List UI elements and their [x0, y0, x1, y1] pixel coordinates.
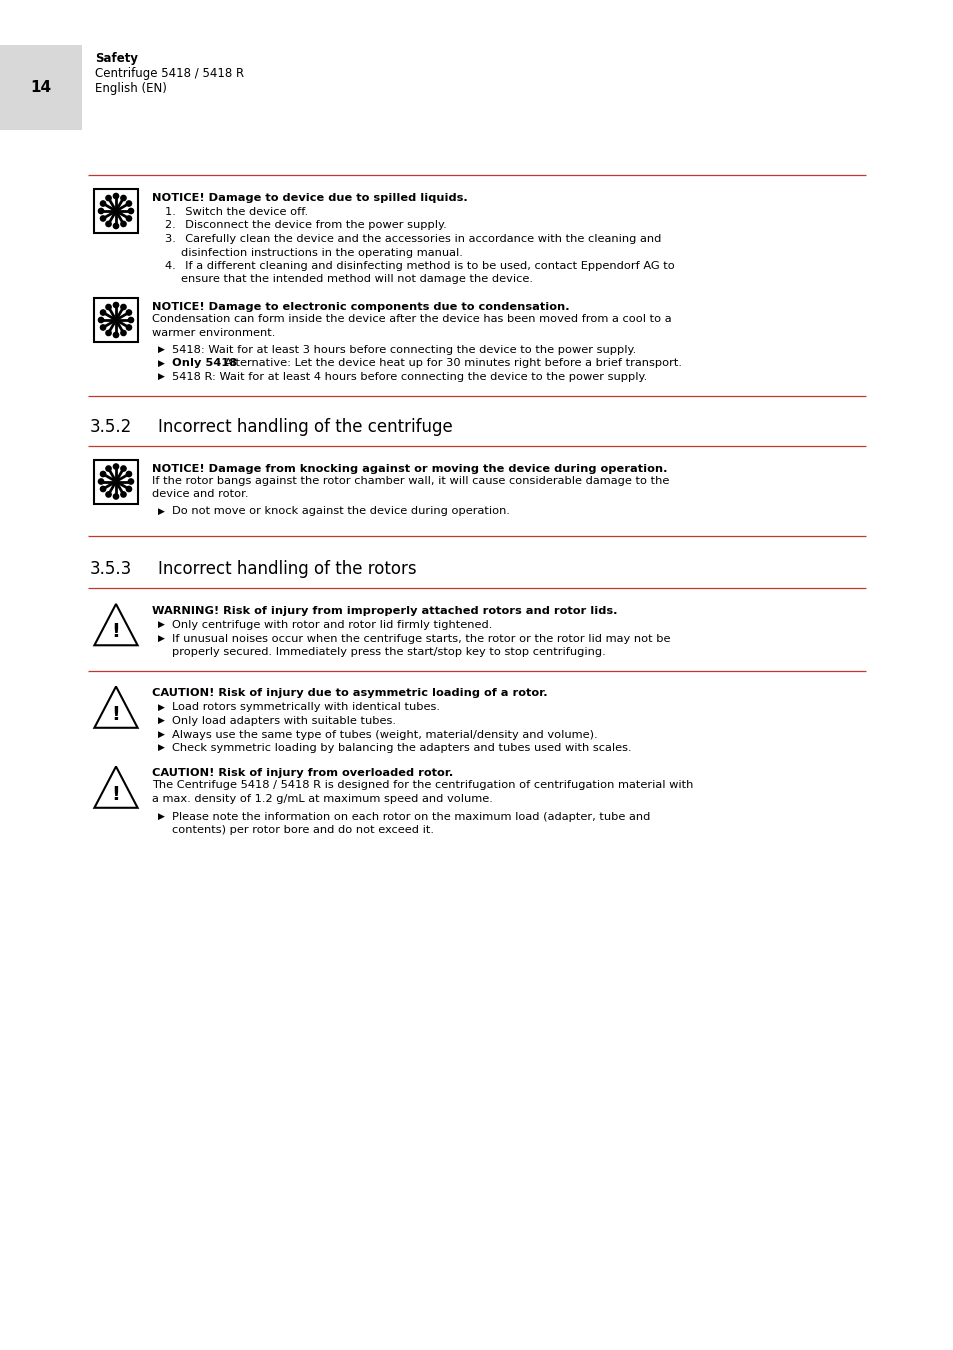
Text: device and rotor.: device and rotor. — [152, 489, 248, 500]
Circle shape — [126, 216, 132, 221]
Text: Condensation can form inside the device after the device has been moved from a c: Condensation can form inside the device … — [152, 315, 671, 324]
Text: Safety: Safety — [95, 53, 138, 65]
Text: ▶: ▶ — [158, 716, 165, 725]
Circle shape — [98, 479, 104, 485]
Bar — [94, 298, 138, 342]
Text: Centrifuge 5418 / 5418 R: Centrifuge 5418 / 5418 R — [95, 68, 244, 80]
Text: 3.5.2: 3.5.2 — [90, 417, 132, 436]
Text: If the rotor bangs against the rotor chamber wall, it will cause considerable da: If the rotor bangs against the rotor cha… — [152, 475, 669, 486]
Text: WARNING! Risk of injury from improperly attached rotors and rotor lids.: WARNING! Risk of injury from improperly … — [152, 606, 617, 616]
Text: disinfection instructions in the operating manual.: disinfection instructions in the operati… — [181, 247, 462, 258]
Text: ▶: ▶ — [158, 346, 165, 354]
Polygon shape — [94, 603, 137, 645]
Text: contents) per rotor bore and do not exceed it.: contents) per rotor bore and do not exce… — [172, 825, 434, 836]
Text: ▶: ▶ — [158, 729, 165, 738]
Text: 3.5.3: 3.5.3 — [90, 560, 132, 578]
Circle shape — [129, 479, 133, 485]
Circle shape — [113, 494, 118, 499]
Text: 1.  Switch the device off.: 1. Switch the device off. — [165, 207, 308, 217]
Circle shape — [100, 486, 106, 491]
Text: ▶: ▶ — [158, 702, 165, 711]
Circle shape — [126, 325, 132, 331]
Circle shape — [100, 471, 106, 477]
Circle shape — [106, 491, 112, 497]
Circle shape — [113, 464, 118, 470]
Text: 5418: Wait for at least 3 hours before connecting the device to the power supply: 5418: Wait for at least 3 hours before c… — [172, 346, 636, 355]
Text: a max. density of 1.2 g/mL at maximum speed and volume.: a max. density of 1.2 g/mL at maximum sp… — [152, 794, 493, 805]
Circle shape — [106, 304, 112, 309]
Text: warmer environment.: warmer environment. — [152, 328, 275, 338]
Circle shape — [126, 486, 132, 491]
Text: ▶: ▶ — [158, 359, 165, 367]
Text: ▶: ▶ — [158, 373, 165, 381]
Text: Only load adapters with suitable tubes.: Only load adapters with suitable tubes. — [172, 716, 395, 726]
Text: 4.  If a different cleaning and disinfecting method is to be used, contact Eppen: 4. If a different cleaning and disinfect… — [165, 261, 674, 271]
Circle shape — [106, 331, 112, 336]
Text: ▶: ▶ — [158, 506, 165, 516]
Circle shape — [121, 196, 126, 201]
Circle shape — [121, 491, 126, 497]
Polygon shape — [94, 687, 137, 728]
Text: Incorrect handling of the centrifuge: Incorrect handling of the centrifuge — [158, 417, 453, 436]
Polygon shape — [94, 767, 137, 807]
Circle shape — [106, 466, 112, 471]
Text: 5418 R: Wait for at least 4 hours before connecting the device to the power supp: 5418 R: Wait for at least 4 hours before… — [172, 373, 646, 382]
Text: NOTICE! Damage from knocking against or moving the device during operation.: NOTICE! Damage from knocking against or … — [152, 463, 667, 474]
Circle shape — [100, 325, 106, 331]
Text: ▶: ▶ — [158, 743, 165, 752]
Circle shape — [106, 196, 112, 201]
Circle shape — [121, 221, 126, 227]
Text: properly secured. Immediately press the start/stop key to stop centrifuging.: properly secured. Immediately press the … — [172, 647, 605, 657]
Circle shape — [106, 221, 112, 227]
Circle shape — [113, 302, 118, 308]
Circle shape — [121, 331, 126, 336]
Circle shape — [100, 201, 106, 207]
Circle shape — [129, 208, 133, 213]
Text: If unusual noises occur when the centrifuge starts, the rotor or the rotor lid m: If unusual noises occur when the centrif… — [172, 633, 670, 644]
Text: NOTICE! Damage to device due to spilled liquids.: NOTICE! Damage to device due to spilled … — [152, 193, 467, 202]
Text: !: ! — [112, 622, 120, 641]
Text: Only centrifuge with rotor and rotor lid firmly tightened.: Only centrifuge with rotor and rotor lid… — [172, 620, 492, 630]
Text: Do not move or knock against the device during operation.: Do not move or knock against the device … — [172, 506, 510, 517]
Circle shape — [121, 466, 126, 471]
Circle shape — [126, 201, 132, 207]
Circle shape — [113, 223, 118, 228]
Circle shape — [98, 317, 104, 323]
Text: 3.  Carefully clean the device and the accessories in accordance with the cleani: 3. Carefully clean the device and the ac… — [165, 234, 660, 244]
Text: Always use the same type of tubes (weight, material/density and volume).: Always use the same type of tubes (weigh… — [172, 729, 597, 740]
Circle shape — [113, 332, 118, 338]
Text: 14: 14 — [30, 80, 51, 94]
Text: English (EN): English (EN) — [95, 82, 167, 94]
Text: 2.  Disconnect the device from the power supply.: 2. Disconnect the device from the power … — [165, 220, 446, 231]
Text: NOTICE! Damage to electronic components due to condensation.: NOTICE! Damage to electronic components … — [152, 302, 569, 312]
Text: Only 5418: Only 5418 — [172, 359, 237, 369]
Text: Incorrect handling of the rotors: Incorrect handling of the rotors — [158, 560, 416, 578]
Bar — [94, 189, 138, 234]
Text: CAUTION! Risk of injury due to asymmetric loading of a rotor.: CAUTION! Risk of injury due to asymmetri… — [152, 688, 547, 698]
Text: Please note the information on each rotor on the maximum load (adapter, tube and: Please note the information on each roto… — [172, 811, 650, 822]
Text: Load rotors symmetrically with identical tubes.: Load rotors symmetrically with identical… — [172, 702, 439, 713]
Text: : Alternative: Let the device heat up for 30 minutes right before a brief transp: : Alternative: Let the device heat up fo… — [217, 359, 681, 369]
Text: CAUTION! Risk of injury from overloaded rotor.: CAUTION! Risk of injury from overloaded … — [152, 768, 453, 779]
Text: ▶: ▶ — [158, 620, 165, 629]
Circle shape — [121, 304, 126, 309]
Text: The Centrifuge 5418 / 5418 R is designed for the centrifugation of centrifugatio: The Centrifuge 5418 / 5418 R is designed… — [152, 780, 693, 791]
Text: Check symmetric loading by balancing the adapters and tubes used with scales.: Check symmetric loading by balancing the… — [172, 743, 631, 753]
Text: ▶: ▶ — [158, 811, 165, 821]
Text: ▶: ▶ — [158, 633, 165, 643]
Circle shape — [113, 193, 118, 198]
Text: !: ! — [112, 784, 120, 803]
Circle shape — [100, 216, 106, 221]
Circle shape — [129, 317, 133, 323]
Text: ensure that the intended method will not damage the device.: ensure that the intended method will not… — [181, 274, 533, 285]
Circle shape — [100, 310, 106, 315]
Bar — [94, 459, 138, 504]
Circle shape — [126, 310, 132, 315]
Circle shape — [126, 471, 132, 477]
Bar — [0, 45, 82, 130]
Circle shape — [98, 208, 104, 213]
Text: !: ! — [112, 705, 120, 724]
